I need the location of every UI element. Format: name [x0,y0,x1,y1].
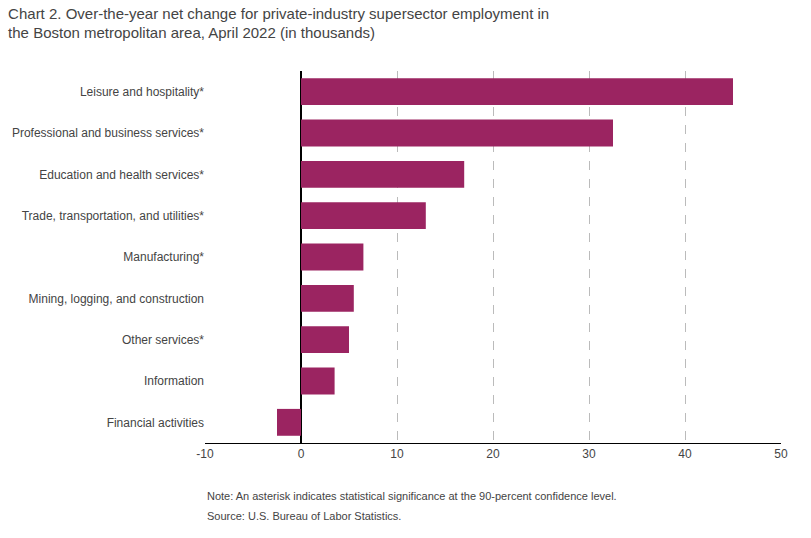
svg-text:-10: -10 [196,447,214,461]
svg-text:20: 20 [486,447,500,461]
svg-text:Mining, logging, and construct: Mining, logging, and construction [29,292,204,306]
svg-text:Other services*: Other services* [122,333,204,347]
svg-text:Information: Information [144,374,204,388]
svg-text:Manufacturing*: Manufacturing* [123,250,204,264]
svg-text:40: 40 [678,447,692,461]
svg-text:50: 50 [774,447,788,461]
svg-text:Education and health services*: Education and health services* [39,168,204,182]
svg-text:Trade, transportation, and uti: Trade, transportation, and utilities* [22,209,205,223]
svg-text:Professional and business serv: Professional and business services* [12,126,204,140]
svg-text:0: 0 [298,447,305,461]
svg-text:Chart 2. Over-the-year net cha: Chart 2. Over-the-year net change for pr… [8,5,549,42]
svg-text:Source: U.S. Bureau of Labor S: Source: U.S. Bureau of Labor Statistics. [207,510,401,522]
svg-text:10: 10 [390,447,404,461]
svg-text:Note: An asterisk indicates st: Note: An asterisk indicates statistical … [207,490,617,502]
svg-text:30: 30 [582,447,596,461]
svg-text:Financial activities: Financial activities [107,416,204,430]
svg-text:Leisure and hospitality*: Leisure and hospitality* [80,85,204,99]
